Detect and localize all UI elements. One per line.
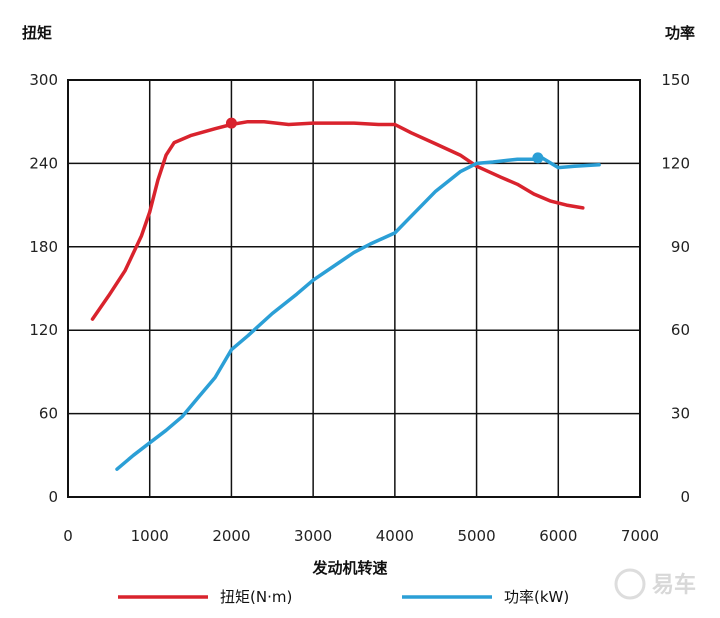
x-tick-label: 2000 — [212, 527, 250, 545]
y-left-tick-label: 120 — [29, 321, 58, 339]
legend-label-power: 功率(kW) — [504, 588, 569, 606]
grid — [67, 79, 641, 498]
legend: 扭矩(N·m) 功率(kW) — [118, 588, 569, 606]
power-line — [115, 156, 601, 471]
x-tick-label: 3000 — [294, 527, 332, 545]
x-tick-labels: 0 1000 2000 3000 4000 5000 6000 7000 — [63, 527, 659, 545]
y-right-tick-label: 150 — [661, 71, 690, 89]
y-right-tick-labels: 0 30 60 90 120 150 — [661, 71, 690, 506]
x-tick-label: 7000 — [621, 527, 659, 545]
y-right-tick-label: 30 — [671, 405, 690, 423]
y-left-tick-labels: 0 60 120 180 240 300 — [29, 71, 58, 506]
y-left-axis-title: 扭矩 — [22, 24, 52, 42]
y-right-axis-title: 功率 — [665, 24, 695, 42]
x-tick-label: 1000 — [131, 527, 169, 545]
watermark: 易车 — [614, 568, 696, 600]
x-tick-label: 6000 — [539, 527, 577, 545]
watermark-logo-icon — [614, 568, 646, 600]
x-tick-label: 5000 — [457, 527, 495, 545]
plot-frame — [67, 79, 641, 498]
y-right-tick-label: 60 — [671, 321, 690, 339]
y-left-tick-label: 180 — [29, 238, 58, 256]
y-left-tick-label: 0 — [48, 488, 58, 506]
y-right-tick-label: 90 — [671, 238, 690, 256]
series-lines — [90, 117, 601, 471]
y-right-tick-label: 0 — [680, 488, 690, 506]
y-left-tick-label: 240 — [29, 154, 58, 172]
y-left-tick-label: 60 — [39, 405, 58, 423]
y-left-tick-label: 300 — [29, 71, 58, 89]
x-tick-label: 4000 — [376, 527, 414, 545]
power-peak-marker — [532, 152, 544, 164]
x-axis-title: 发动机转速 — [311, 559, 387, 577]
torque-line — [90, 119, 585, 321]
watermark-text: 易车 — [652, 572, 696, 598]
torque-peak-marker — [225, 117, 237, 129]
y-right-tick-label: 120 — [661, 154, 690, 172]
x-tick-label: 0 — [63, 527, 73, 545]
legend-label-torque: 扭矩(N·m) — [220, 588, 292, 606]
